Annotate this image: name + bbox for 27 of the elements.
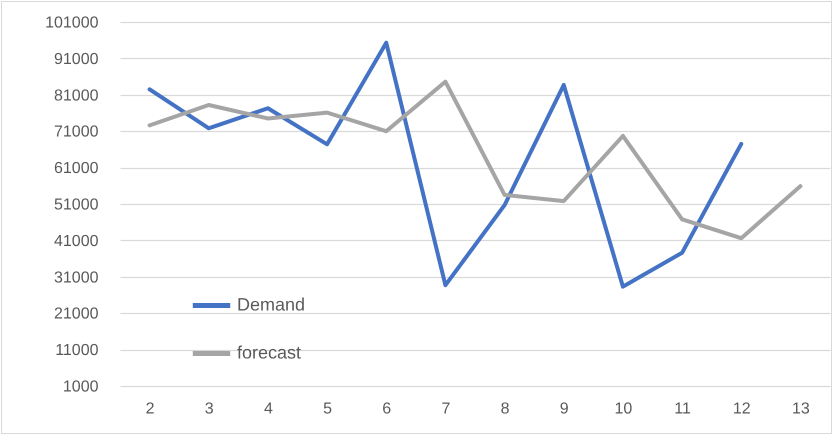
y-tick-label: 71000: [54, 124, 99, 141]
x-tick-label: 6: [382, 400, 392, 418]
x-tick-label: 7: [441, 400, 450, 418]
y-tick-label: 21000: [54, 306, 99, 323]
x-tick-label: 8: [500, 400, 510, 418]
legend-label: forecast: [237, 342, 302, 362]
x-tick-label: 13: [792, 400, 810, 418]
x-tick-label: 4: [264, 400, 273, 418]
x-tick-label: 5: [323, 400, 332, 418]
x-tick-label: 12: [732, 400, 751, 418]
x-tick-label: 9: [560, 400, 569, 418]
y-tick-label: 101000: [45, 14, 99, 32]
y-tick-label: 31000: [54, 269, 99, 286]
line-series: [148, 40, 744, 289]
line-series: [148, 80, 802, 240]
x-tick-label: 2: [146, 400, 155, 418]
x-tick-label: 11: [674, 400, 691, 418]
y-tick-label: 91000: [54, 50, 99, 68]
y-tick-label: 1000: [62, 378, 99, 396]
y-tick-label: 81000: [54, 87, 99, 104]
y-tick-label: 51000: [54, 196, 99, 214]
legend-label: Demand: [237, 294, 306, 314]
y-tick-label: 41000: [54, 232, 99, 250]
y-tick-label: 61000: [54, 160, 99, 178]
y-tick-label: 11000: [55, 342, 99, 360]
x-tick-label: 3: [204, 400, 214, 418]
x-tick-label: 10: [614, 400, 632, 418]
